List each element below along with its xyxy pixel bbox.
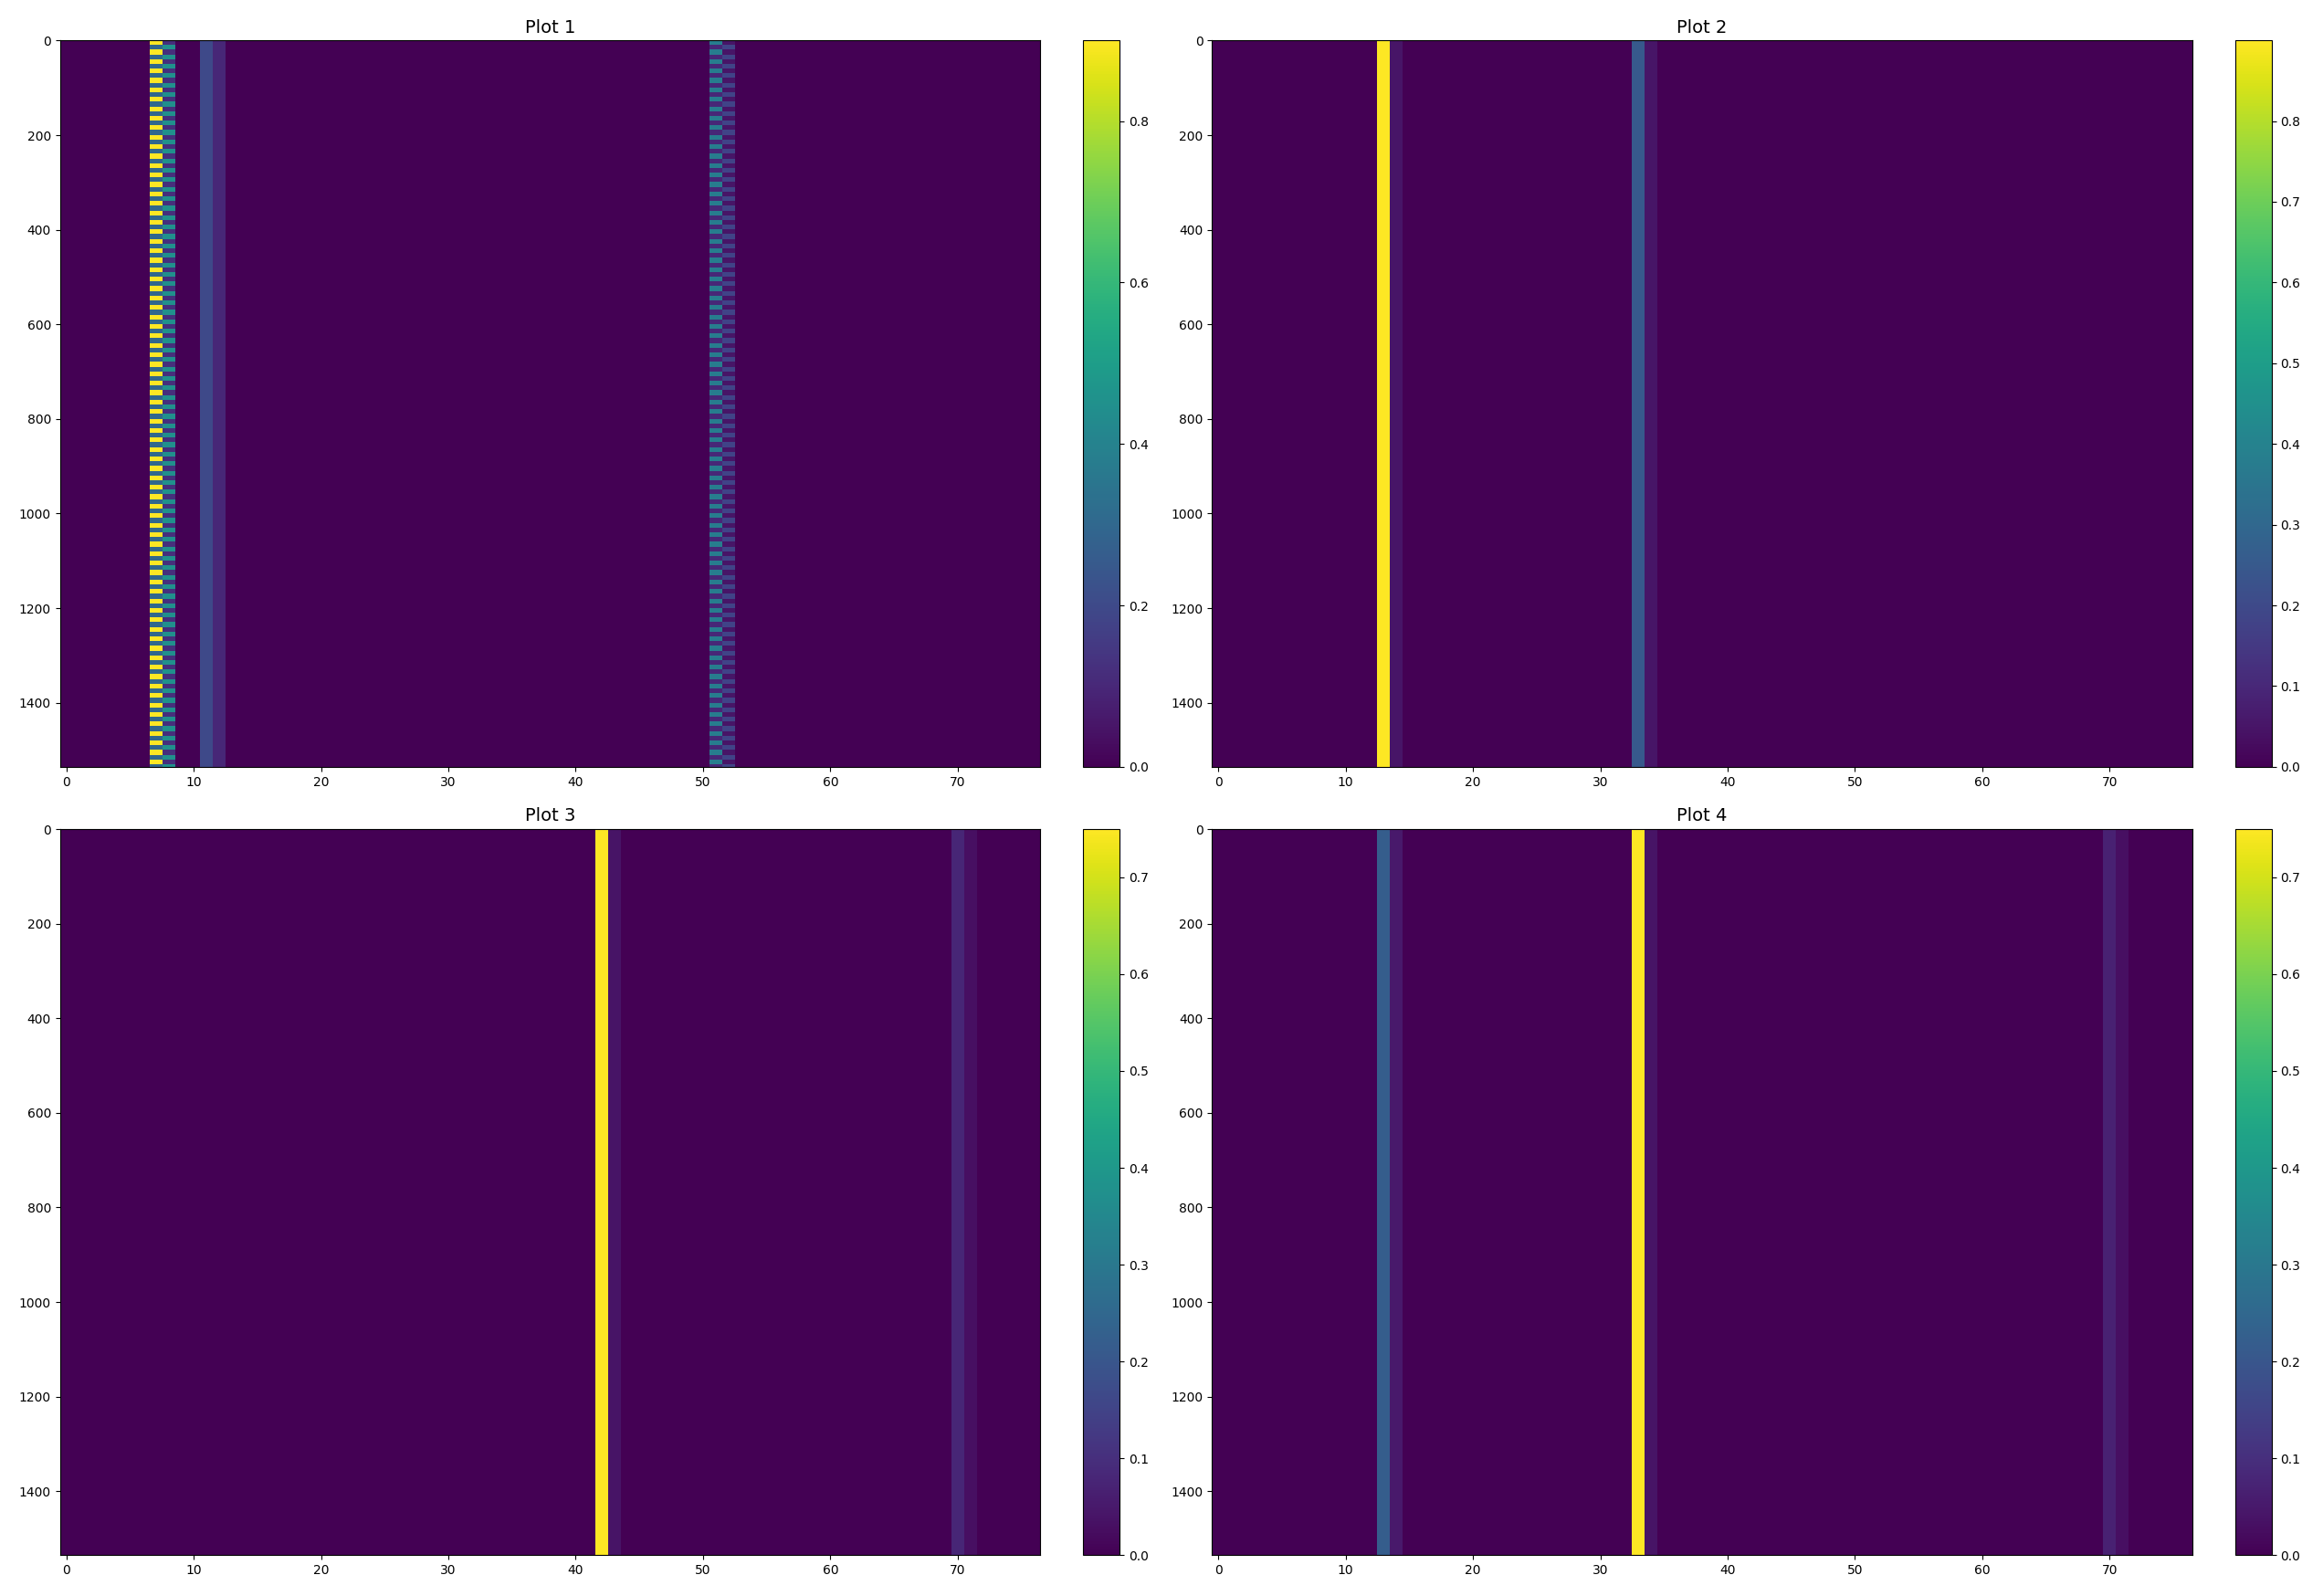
Title: Plot 4: Plot 4: [1677, 808, 1728, 825]
Title: Plot 3: Plot 3: [525, 808, 576, 825]
Title: Plot 1: Plot 1: [525, 19, 576, 37]
Title: Plot 2: Plot 2: [1677, 19, 1728, 37]
